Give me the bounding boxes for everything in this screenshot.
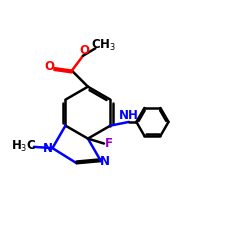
Text: CH$_3$: CH$_3$ xyxy=(92,38,116,54)
Text: N: N xyxy=(43,142,53,154)
Text: O: O xyxy=(79,44,89,57)
Text: NH: NH xyxy=(119,109,139,122)
Text: O: O xyxy=(44,60,54,74)
Text: H$_3$C: H$_3$C xyxy=(11,139,36,154)
Text: N: N xyxy=(100,154,110,168)
Text: F: F xyxy=(104,137,112,150)
